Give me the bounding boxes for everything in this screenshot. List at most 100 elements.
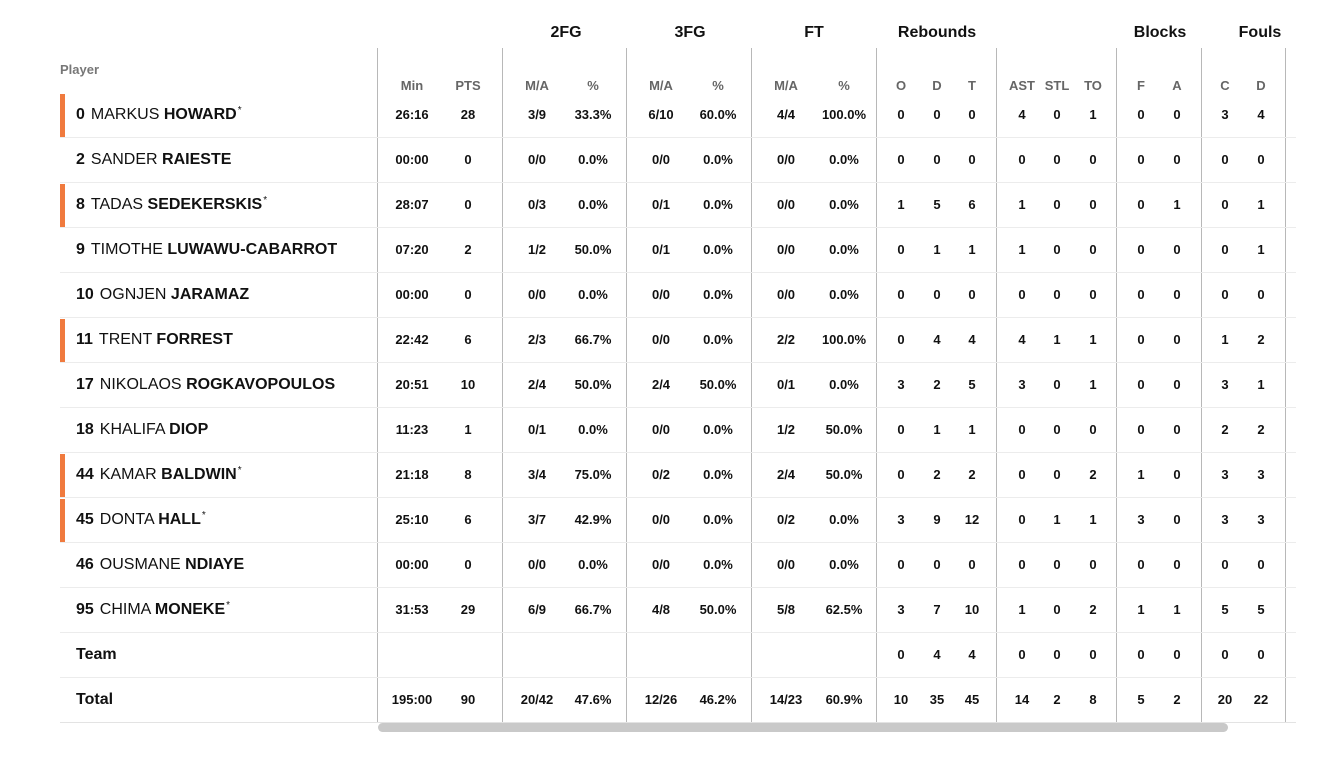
stat-pts: 6: [464, 512, 472, 527]
stat-ft-pct: 50.0%: [825, 467, 863, 482]
stat-2fg-pct: 33.3%: [574, 107, 612, 122]
player-name[interactable]: 10 OGNJEN JARAMAZ: [76, 272, 249, 317]
stat-3fg-pct: 46.2%: [699, 692, 737, 707]
player-name[interactable]: 2 SANDER RAIESTE: [76, 137, 231, 182]
player-last-name: NDIAYE: [185, 556, 245, 573]
stat-reb-d: 0: [933, 557, 941, 572]
col-header-reb-t: T: [968, 78, 976, 93]
stat-2fg-ma: 6/9: [527, 602, 547, 617]
starter-asterisk: *: [263, 195, 268, 206]
stat-2fg-ma: 1/2: [527, 242, 547, 257]
stat-2fg-pct: 66.7%: [574, 332, 612, 347]
player-row[interactable]: 2 SANDER RAIESTE 00:00 0 0/0 0.0% 0/0 0.0% 0/0 0.…: [60, 137, 1296, 183]
player-row[interactable]: 10 OGNJEN JARAMAZ 00:00 0 0/0 0.0% 0/0 0.0% 0/0 0…: [60, 272, 1296, 318]
starter-indicator: [60, 454, 65, 497]
player-column-header: Player: [60, 62, 100, 77]
boxscore-table: Player 2FG 3FG FT Rebounds Blocks Fouls …: [60, 0, 1296, 735]
player-last-name: BALDWIN: [161, 466, 237, 483]
player-number: 2: [76, 151, 85, 168]
stat-ft-ma: 14/23: [769, 692, 803, 707]
stat-reb-o: 10: [893, 692, 909, 707]
stat-blk-f: 0: [1137, 287, 1145, 302]
player-name[interactable]: 8 TADAS SEDEKERSKIS*: [76, 182, 267, 227]
stat-2fg-ma: 3/7: [527, 512, 547, 527]
player-name[interactable]: 17 NIKOLAOS ROGKAVOPOULOS: [76, 362, 335, 407]
player-row[interactable]: 95 CHIMA MONEKE* 31:53 29 6/9 66.7% 4/8 50.0% 5/…: [60, 587, 1296, 633]
stat-blk-f: 0: [1137, 422, 1145, 437]
stat-to: 1: [1089, 332, 1097, 347]
stat-reb-t: 10: [964, 602, 980, 617]
player-name[interactable]: 45 DONTA HALL*: [76, 497, 206, 542]
stat-2fg-pct: 66.7%: [574, 602, 612, 617]
player-row[interactable]: 0 MARKUS HOWARD* 26:16 28 3/9 33.3% 6/10 60.0% 4…: [60, 92, 1296, 138]
starter-indicator: [60, 94, 65, 137]
player-row[interactable]: 18 KHALIFA DIOP 11:23 1 0/1 0.0% 0/0 0.0% 1/2 50.…: [60, 407, 1296, 453]
stat-ast: 0: [1018, 422, 1026, 437]
stat-reb-t: 0: [968, 557, 976, 572]
stat-ast: 0: [1018, 152, 1026, 167]
player-first-name: KHALIFA: [99, 421, 165, 438]
stat-ft-ma: 0/0: [776, 197, 796, 212]
player-last-name: LUWAWU-CABARROT: [167, 241, 338, 258]
stat-to: 8: [1089, 692, 1097, 707]
player-name[interactable]: 95 CHIMA MONEKE*: [76, 587, 230, 632]
player-name[interactable]: 18 KHALIFA DIOP: [76, 407, 208, 452]
divider-line: [996, 48, 997, 723]
col-header-3fg-pct: %: [712, 78, 724, 93]
stat-blk-f: 0: [1137, 377, 1145, 392]
stat-reb-d: 4: [933, 647, 941, 662]
starter-indicator: [60, 184, 65, 227]
stat-ft-ma: 2/4: [776, 467, 796, 482]
stat-min: 31:53: [395, 602, 429, 617]
stat-to: 0: [1089, 242, 1097, 257]
player-name[interactable]: 9 TIMOTHE LUWAWU-CABARROT: [76, 227, 337, 272]
stat-reb-t: 4: [968, 332, 976, 347]
col-header-pts: PTS: [455, 78, 481, 93]
stat-2fg-pct: 75.0%: [574, 467, 612, 482]
stat-pts: 28: [460, 107, 476, 122]
col-header-ast: AST: [1009, 78, 1035, 93]
player-row[interactable]: 46 OUSMANE NDIAYE 00:00 0 0/0 0.0% 0/0 0.0% 0/0 0…: [60, 542, 1296, 588]
horizontal-scrollbar[interactable]: [378, 723, 1228, 732]
player-first-name: MARKUS: [90, 106, 160, 123]
stat-reb-d: 0: [933, 287, 941, 302]
player-first-name: TIMOTHE: [90, 241, 163, 258]
stat-blk-a: 0: [1173, 647, 1181, 662]
stat-3fg-ma: 0/2: [651, 467, 671, 482]
stat-to: 1: [1089, 512, 1097, 527]
stat-2fg-pct: 0.0%: [578, 152, 608, 167]
player-first-name: TADAS: [90, 196, 144, 213]
divider-line: [1116, 48, 1117, 723]
stat-reb-t: 4: [968, 647, 976, 662]
stat-reb-t: 45: [964, 692, 980, 707]
stat-foul-d: 3: [1257, 512, 1265, 527]
player-row[interactable]: 11 TRENT FORREST 22:42 6 2/3 66.7% 0/0 0.0% 2/2 1…: [60, 317, 1296, 363]
divider-line: [1285, 48, 1286, 723]
stat-3fg-ma: 0/0: [651, 287, 671, 302]
stat-min: 00:00: [395, 152, 429, 167]
stat-reb-d: 9: [933, 512, 941, 527]
starter-indicator: [60, 319, 65, 362]
group-header-2fg: 2FG: [550, 24, 582, 41]
player-name[interactable]: 44 KAMAR BALDWIN*: [76, 452, 242, 497]
player-last-name: HOWARD: [163, 106, 237, 123]
team-label: Team: [76, 646, 117, 663]
player-row[interactable]: 17 NIKOLAOS ROGKAVOPOULOS 20:51 10 2/4 50.0% 2…: [60, 362, 1296, 408]
stat-pts: 0: [464, 287, 472, 302]
stat-blk-a: 0: [1173, 467, 1181, 482]
player-row[interactable]: 9 TIMOTHE LUWAWU-CABARROT 07:20 2 1/2 50.0% 0/…: [60, 227, 1296, 273]
stat-reb-d: 1: [933, 242, 941, 257]
starter-asterisk: *: [226, 600, 231, 611]
player-name[interactable]: 11 TRENT FORREST: [76, 317, 233, 362]
stat-blk-a: 0: [1173, 287, 1181, 302]
stat-ft-ma: 0/2: [776, 512, 796, 527]
group-header-fouls: Fouls: [1238, 24, 1282, 41]
stat-3fg-ma: 6/10: [648, 107, 674, 122]
stat-reb-o: 3: [897, 602, 905, 617]
player-row[interactable]: 8 TADAS SEDEKERSKIS* 28:07 0 0/3 0.0% 0/1 0.0% 0…: [60, 182, 1296, 228]
player-name[interactable]: 46 OUSMANE NDIAYE: [76, 542, 244, 587]
player-row[interactable]: 44 KAMAR BALDWIN* 21:18 8 3/4 75.0% 0/2 0.0% 2/4…: [60, 452, 1296, 498]
stat-pts: 6: [464, 332, 472, 347]
player-row[interactable]: 45 DONTA HALL* 25:10 6 3/7 42.9% 0/0 0.0% 0/2 0.0…: [60, 497, 1296, 543]
player-name[interactable]: 0 MARKUS HOWARD*: [76, 92, 242, 137]
